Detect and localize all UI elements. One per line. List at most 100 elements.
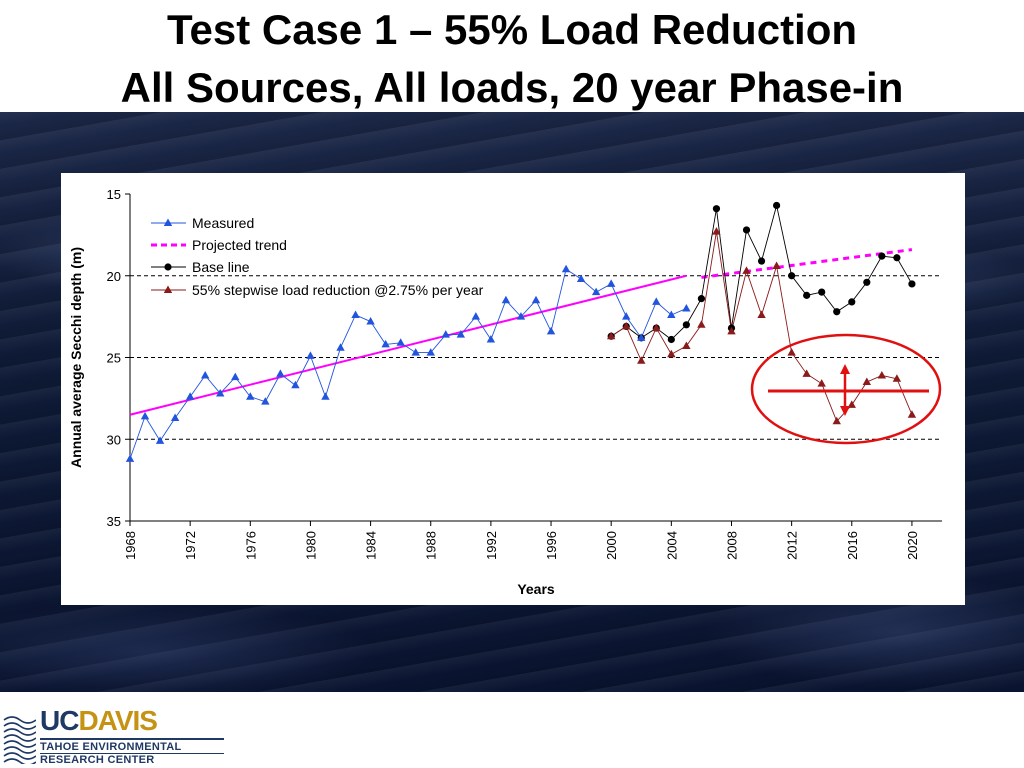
baseline-point <box>893 254 901 262</box>
y-tick-label-15: 15 <box>107 187 121 202</box>
baseline-point <box>878 252 886 260</box>
measured-point <box>155 436 165 444</box>
measured-point <box>351 310 360 318</box>
measured-point <box>261 397 270 405</box>
baseline-point <box>788 272 796 280</box>
measured-point <box>456 330 466 338</box>
x-tick-label-1992: 1992 <box>484 531 499 560</box>
footer <box>0 692 1024 768</box>
measured-point <box>501 295 511 304</box>
measured-point <box>531 295 541 304</box>
legend-swatch-marker-0 <box>163 218 173 226</box>
baseline-point <box>667 335 675 344</box>
x-tick-label-2016: 2016 <box>845 531 860 560</box>
baseline-point <box>803 291 811 299</box>
logo-davis: DAVIS <box>78 705 157 736</box>
measured-point <box>185 392 195 400</box>
legend-label-2: Base line <box>192 259 250 275</box>
measured-point <box>546 326 556 335</box>
baseline-point <box>712 205 721 213</box>
baseline-point <box>818 288 826 296</box>
y-axis-label: Annual average Secchi depth (m) <box>68 247 84 468</box>
measured-point <box>170 413 180 421</box>
reduction-point <box>682 341 691 350</box>
baseline-point <box>908 280 916 288</box>
x-tick-label-1996: 1996 <box>544 531 559 560</box>
measured-point <box>471 312 481 320</box>
uc-davis-terc-logo: UCDAVIS TAHOE ENVIRONMENTAL RESEARCH CEN… <box>0 705 240 768</box>
measured-point <box>125 454 135 462</box>
baseline-line <box>610 205 913 341</box>
measured-point <box>426 348 435 356</box>
x-tick-label-1972: 1972 <box>183 531 198 560</box>
measured-point <box>411 348 420 356</box>
baseline-point <box>697 295 706 303</box>
y-tick-label-20: 20 <box>107 269 121 284</box>
x-tick-label-2008: 2008 <box>724 531 739 560</box>
y-tick-label-30: 30 <box>107 432 121 447</box>
logo-wordmark: UCDAVIS <box>40 705 158 736</box>
reduction-point <box>622 321 631 330</box>
reduction-point <box>727 326 736 335</box>
highlight-ellipse <box>750 333 942 445</box>
x-tick-label-1984: 1984 <box>364 531 379 560</box>
logo-line-1: TAHOE ENVIRONMENTAL <box>40 741 182 753</box>
highlight-arrow-head-down <box>840 406 850 416</box>
reduction-point <box>742 266 751 274</box>
x-tick-label-2020: 2020 <box>905 531 920 560</box>
measured-point <box>622 312 631 320</box>
logo-sub-rule <box>40 753 224 754</box>
x-tick-label-2004: 2004 <box>664 531 679 560</box>
reduction-point <box>892 374 902 382</box>
measured-point <box>667 310 676 318</box>
slide-title-line-2: All Sources, All loads, 20 year Phase-in <box>120 64 904 111</box>
slide-title-line-1: Test Case 1 – 55% Load Reduction <box>166 6 858 53</box>
measured-point <box>396 338 405 346</box>
reduction-point <box>697 320 706 328</box>
measured-point <box>591 287 601 296</box>
reduction-point <box>667 349 676 358</box>
measured-point <box>366 317 375 325</box>
x-tick-label-1968: 1968 <box>123 531 138 560</box>
reduction-point <box>772 261 781 269</box>
projected-trend-dashed-line <box>701 248 913 279</box>
reduction-point <box>817 379 826 387</box>
measured-point <box>561 264 571 273</box>
highlight-arrow-head-up <box>840 364 850 374</box>
x-tick-label-2012: 2012 <box>785 531 800 560</box>
x-tick-label-1980: 1980 <box>303 531 318 560</box>
reduction-point <box>637 356 646 364</box>
measured-point <box>276 369 285 377</box>
reduction-point <box>787 348 796 356</box>
chart-panel: 15 20 25 30 35 1968 1972 1976 1980 1984 1988 1992 19… <box>61 173 965 605</box>
reduction-point <box>877 370 887 379</box>
measured-point <box>441 330 450 338</box>
measured-point <box>682 303 691 312</box>
baseline-point <box>772 201 781 210</box>
baseline-point <box>682 321 690 329</box>
y-tick-label-25: 25 <box>107 351 121 366</box>
reduction-point <box>802 369 811 377</box>
legend-swatch-marker-2 <box>164 263 172 271</box>
measured-point <box>486 335 496 343</box>
measured-point <box>246 392 255 400</box>
measured-point <box>576 274 586 283</box>
x-tick-label-2000: 2000 <box>604 531 619 560</box>
measured-point <box>381 339 390 348</box>
x-tick-label-1976: 1976 <box>243 531 258 560</box>
reduction-point <box>862 377 872 386</box>
logo-rule <box>40 738 224 740</box>
measured-point <box>140 411 150 420</box>
legend-label-1: Projected trend <box>192 237 287 253</box>
measured-point <box>306 351 315 359</box>
measured-point <box>200 370 210 379</box>
baseline-point <box>757 257 766 265</box>
reduction-point <box>652 323 661 332</box>
reduction-point <box>712 227 721 235</box>
terc-wave-mark-icon <box>3 716 36 764</box>
reduction-point <box>907 410 917 418</box>
projected-trend-solid-line <box>129 274 687 416</box>
measured-point <box>652 297 661 305</box>
baseline-point <box>742 226 751 234</box>
reduction-point <box>757 310 766 318</box>
